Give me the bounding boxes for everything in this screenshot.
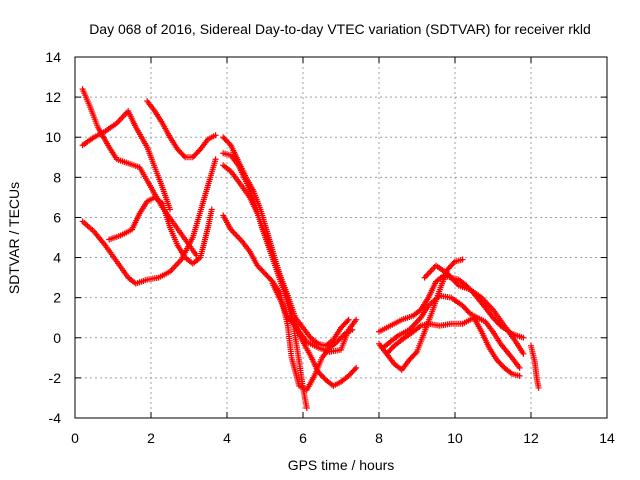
data-point xyxy=(226,140,233,147)
data-point xyxy=(520,334,527,341)
data-point xyxy=(212,132,219,139)
y-tick-label: 2 xyxy=(53,290,61,306)
chart-title: Day 068 of 2016, Sidereal Day-to-day VTE… xyxy=(89,21,591,37)
series-track-16 xyxy=(528,342,542,391)
series-track-5 xyxy=(106,194,215,267)
data-point xyxy=(340,332,347,339)
x-tick-label: 14 xyxy=(599,430,615,446)
data-point xyxy=(303,404,310,411)
data-point xyxy=(349,326,356,333)
y-tick-label: -4 xyxy=(49,410,62,426)
plot-frame xyxy=(74,56,608,419)
data-point xyxy=(167,206,173,213)
series-track-4 xyxy=(144,98,219,161)
data-point xyxy=(344,318,351,325)
data-markers xyxy=(79,86,542,411)
data-point xyxy=(268,277,275,284)
series-track-10 xyxy=(269,280,360,389)
data-point xyxy=(345,316,352,323)
y-tick-label: 6 xyxy=(53,209,61,225)
y-tick-label: 8 xyxy=(53,169,61,185)
series-track-8 xyxy=(220,162,352,349)
data-point xyxy=(516,372,523,379)
data-point xyxy=(535,384,542,391)
data-point xyxy=(196,147,203,154)
data-point xyxy=(465,309,472,316)
x-tick-label: 12 xyxy=(523,430,539,446)
series-track-12 xyxy=(376,272,527,341)
data-point xyxy=(520,350,527,357)
y-tick-label: 10 xyxy=(45,129,61,145)
data-point xyxy=(351,366,358,373)
y-tick-label: -2 xyxy=(49,370,62,386)
data-point xyxy=(291,321,298,328)
data-point xyxy=(212,156,219,163)
y-axis-label: SDTVAR / TECUs xyxy=(6,182,22,294)
tick-labels: 0 2 4 6 8 10 12 14 -4 -2 0 2 4 6 8 10 12 14 xyxy=(45,49,615,446)
data-point xyxy=(459,256,466,263)
series-track-9 xyxy=(220,212,356,393)
series-track-14 xyxy=(383,314,523,379)
x-axis-label: GPS time / hours xyxy=(288,457,395,473)
data-point xyxy=(412,350,419,357)
data-point xyxy=(353,364,360,371)
x-tick-label: 0 xyxy=(71,430,79,446)
data-point xyxy=(353,316,360,323)
y-tick-label: 4 xyxy=(53,250,61,266)
y-tick-label: 12 xyxy=(45,89,61,105)
series-track-15 xyxy=(421,262,527,357)
series-track-13 xyxy=(379,292,523,371)
series-track-2 xyxy=(79,108,173,213)
x-tick-label: 8 xyxy=(375,430,383,446)
axis-ticks xyxy=(74,56,608,419)
x-tick-label: 6 xyxy=(299,430,307,446)
y-tick-label: 0 xyxy=(53,330,61,346)
data-point xyxy=(208,206,215,213)
y-tick-label: 14 xyxy=(45,49,61,65)
x-tick-label: 10 xyxy=(447,430,463,446)
x-tick-label: 2 xyxy=(147,430,155,446)
data-point xyxy=(180,152,187,159)
x-tick-label: 4 xyxy=(223,430,231,446)
data-point xyxy=(516,364,523,371)
data-point xyxy=(450,259,457,266)
series-track-3 xyxy=(79,156,219,287)
